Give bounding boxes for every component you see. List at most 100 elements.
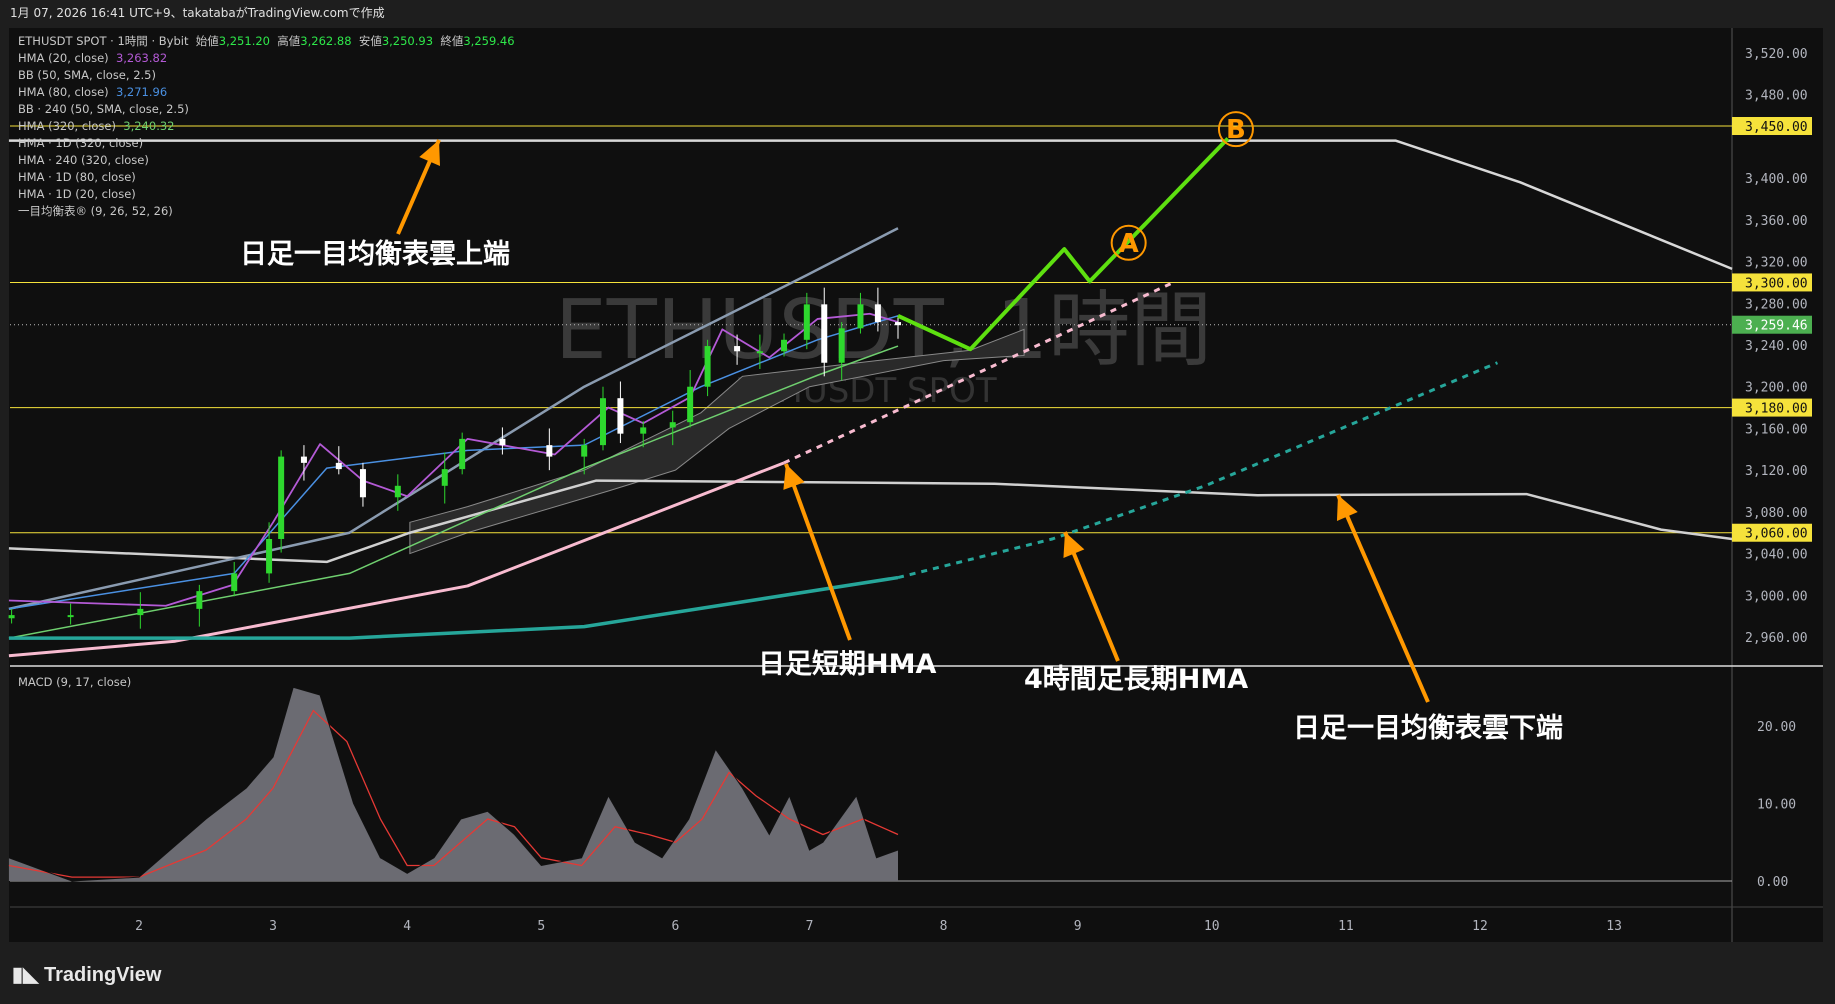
- tradingview-logo[interactable]: ▮◣ TradingView: [12, 962, 161, 987]
- arrow-long-hma-head-icon: [1063, 532, 1085, 558]
- candle-body: [687, 386, 694, 423]
- high-label: 高値: [277, 34, 301, 48]
- last-price-label: 3,259.46: [1745, 319, 1808, 334]
- time-tick-label: 9: [1074, 919, 1082, 934]
- price-line-badge-label: 3,300.00: [1745, 276, 1808, 291]
- price-tick-label: 3,040.00: [1745, 548, 1808, 563]
- macd-legend[interactable]: MACD (9, 17, close): [18, 675, 132, 689]
- legend-indicator-row[interactable]: HMA · 1D (320, close): [18, 135, 515, 152]
- candle-body: [821, 304, 828, 363]
- candle-body: [67, 615, 74, 618]
- price-tick-label: 3,120.00: [1745, 464, 1808, 479]
- indicator-name: HMA · 1D (20, close): [18, 187, 136, 201]
- time-tick-label: 10: [1204, 919, 1220, 934]
- candle-body: [300, 456, 307, 463]
- candle-body: [459, 438, 466, 470]
- indicator-name: HMA (320, close): [18, 119, 116, 133]
- macd-tick-label: 0.00: [1757, 875, 1788, 890]
- macd-tick-label: 20.00: [1757, 720, 1796, 735]
- candle-body: [581, 445, 588, 457]
- low-value: 3,250.93: [381, 34, 434, 48]
- indicator-name: HMA (20, close): [18, 51, 109, 65]
- symbol-label: ETHUSDT SPOT · 1時間 · Bybit: [18, 34, 189, 48]
- indicator-value: 3,271.96: [115, 85, 168, 99]
- candle-body: [640, 427, 647, 434]
- annotation-cloud-bottom: 日足一目均衡表雲下端: [1293, 713, 1563, 744]
- legend-indicator-row[interactable]: HMA (320, close) 3,240.32: [18, 118, 515, 135]
- price-tick-label: 3,360.00: [1745, 214, 1808, 229]
- candle-body: [231, 573, 238, 592]
- candle-body: [278, 456, 285, 539]
- time-tick-label: 7: [806, 919, 814, 934]
- candle-body: [441, 469, 448, 486]
- marker-label-B: B: [1226, 115, 1246, 145]
- candle-body: [359, 469, 366, 498]
- line-bb-upper: [8, 227, 899, 611]
- legend-indicator-row[interactable]: HMA · 1D (80, close): [18, 169, 515, 186]
- annotation-cloud-top: 日足一目均衡表雲上端: [240, 239, 510, 270]
- candle-body: [499, 438, 506, 446]
- candle-body: [196, 591, 203, 609]
- legend-symbol-row[interactable]: ETHUSDT SPOT · 1時間 · Bybit 始値3,251.20 高値…: [18, 33, 515, 50]
- price-line-badge-label: 3,450.00: [1745, 120, 1808, 135]
- annotation-long-hma: 4時間足長期HMA: [1024, 664, 1249, 695]
- indicator-name: HMA · 1D (80, close): [18, 170, 136, 184]
- time-tick-label: 6: [671, 919, 679, 934]
- time-tick-label: 4: [403, 919, 411, 934]
- marker-label-A: A: [1119, 229, 1139, 259]
- price-tick-label: 3,280.00: [1745, 297, 1808, 312]
- line-projection: [897, 137, 1230, 352]
- legend-indicator-row[interactable]: HMA · 240 (320, close): [18, 152, 515, 169]
- time-tick-label: 8: [940, 919, 948, 934]
- open-value: 3,251.20: [218, 34, 270, 48]
- line-hma-240-320: [8, 575, 899, 640]
- legend-indicator-row[interactable]: HMA (80, close) 3,271.96: [18, 84, 515, 101]
- time-tick-label: 3: [269, 919, 277, 934]
- arrow-cloud-top-head-icon: [419, 140, 441, 166]
- indicator-value: 3,240.32: [123, 119, 175, 133]
- legend: ETHUSDT SPOT · 1時間 · Bybit 始値3,251.20 高値…: [18, 33, 515, 220]
- marker-circle: [1110, 224, 1147, 261]
- candle-body: [781, 339, 788, 352]
- candle-body: [857, 304, 864, 329]
- line-hma-80: [8, 315, 899, 610]
- line-hma-1d-80: [8, 479, 1733, 564]
- price-line-badge-label: 3,060.00: [1745, 527, 1808, 542]
- indicator-name: BB (50, SMA, close, 2.5): [18, 68, 156, 82]
- legend-indicator-row[interactable]: BB · 240 (50, SMA, close, 2.5): [18, 101, 515, 118]
- time-tick-label: 5: [537, 919, 545, 934]
- chart-caption: 1月 07, 2026 16:41 UTC+9、takatabaがTrading…: [0, 0, 1835, 27]
- price-line-badge: [1732, 398, 1812, 417]
- price-tick-label: 3,000.00: [1745, 589, 1808, 604]
- legend-indicator-row[interactable]: HMA · 1D (20, close): [18, 186, 515, 203]
- price-tick-label: 2,960.00: [1745, 631, 1808, 646]
- tv-logo-icon: ▮◣: [12, 964, 39, 986]
- indicator-name: HMA · 1D (320, close): [18, 136, 144, 150]
- price-tick-label: 3,320.00: [1745, 256, 1808, 271]
- price-line-badge-label: 3,180.00: [1745, 402, 1808, 417]
- marker-circle: [1217, 111, 1254, 148]
- candle-body: [734, 346, 741, 352]
- legend-indicator-row[interactable]: 一目均衡表® (9, 26, 52, 26): [18, 203, 515, 220]
- candle-body: [756, 351, 763, 354]
- line-hma-1d-320: [8, 139, 1733, 271]
- legend-indicator-row[interactable]: HMA (20, close) 3,263.82: [18, 50, 515, 67]
- candle-body: [546, 445, 553, 457]
- price-line-badge: [1732, 523, 1812, 542]
- candle-body: [704, 346, 711, 387]
- indicator-name: BB · 240 (50, SMA, close, 2.5): [18, 102, 189, 116]
- candle-body: [394, 485, 401, 498]
- open-label: 始値: [195, 34, 219, 48]
- candle-body: [599, 398, 606, 446]
- indicator-value: 3,263.82: [115, 51, 168, 65]
- price-tick-label: 3,240.00: [1745, 339, 1808, 354]
- high-value: 3,262.88: [300, 34, 352, 48]
- price-line-badge: [1732, 273, 1812, 292]
- price-tick-label: 3,480.00: [1745, 89, 1808, 104]
- last-price-badge: [1732, 315, 1812, 334]
- legend-indicator-row[interactable]: BB (50, SMA, close, 2.5): [18, 67, 515, 84]
- indicator-name: HMA · 240 (320, close): [18, 153, 149, 167]
- macd-line: [8, 686, 899, 882]
- low-label: 安値: [358, 34, 382, 48]
